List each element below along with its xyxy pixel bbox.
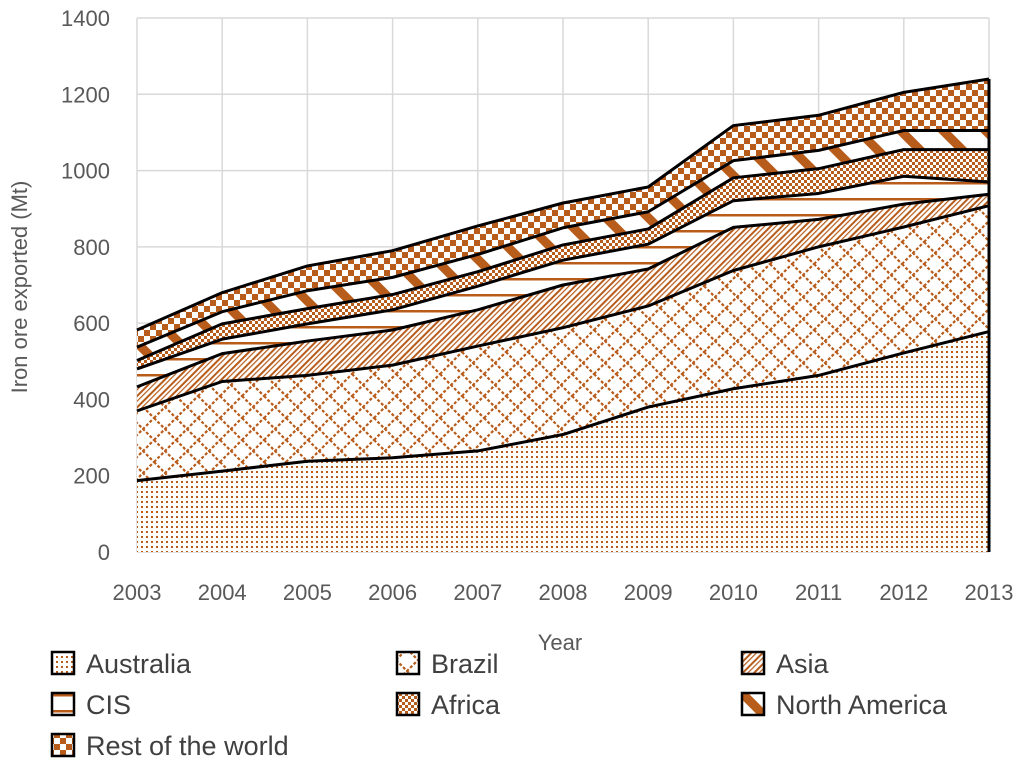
stacked-areas <box>136 77 991 552</box>
legend-swatch-brazil <box>395 650 421 676</box>
legend-swatch-north-america <box>740 691 766 717</box>
series-line-asia <box>136 192 990 389</box>
legend-label-brazil: Brazil <box>431 649 499 679</box>
series-line-brazil <box>136 204 990 413</box>
series-line-australia <box>136 330 990 483</box>
y-tick-label: 600 <box>73 311 110 336</box>
y-tick-label: 1400 <box>61 6 110 31</box>
series-line-north-america <box>136 129 989 349</box>
axes: 0 200 400 600 800 1000 1200 1400 2003 2004 2005 200… <box>61 6 1013 605</box>
y-tick-label: 400 <box>73 387 110 412</box>
area-asia <box>137 194 989 411</box>
y-axis-title: Iron ore exported (Mt) <box>7 181 32 394</box>
x-tick-label: 2005 <box>283 580 332 605</box>
y-tick-label: 1000 <box>61 159 110 184</box>
y-tick-label: 1200 <box>61 82 110 107</box>
legend-swatch-asia <box>740 650 766 676</box>
x-axis-title: Year <box>538 630 582 655</box>
x-tick-label: 2003 <box>113 580 162 605</box>
legend-label-north-america: North America <box>776 690 948 720</box>
legend-swatch-australia <box>50 650 76 676</box>
y-tick-label: 200 <box>73 464 110 489</box>
area-rest-of-the-world <box>137 79 989 348</box>
x-tick-label: 2009 <box>624 580 673 605</box>
legend-label-australia: Australia <box>86 649 192 679</box>
x-tick-label: 2007 <box>453 580 502 605</box>
legend-label-asia: Asia <box>776 649 830 679</box>
x-tick-label: 2010 <box>709 580 758 605</box>
legend-swatch-cis <box>50 691 76 717</box>
x-tick-label: 2013 <box>965 580 1014 605</box>
series-line-rest-of-the-world <box>136 77 990 332</box>
x-tick-label: 2012 <box>879 580 928 605</box>
y-tick-label: 0 <box>98 540 110 565</box>
x-tick-label: 2008 <box>539 580 588 605</box>
legend-swatch-rest-of-the-world <box>50 732 76 758</box>
x-tick-label: 2011 <box>795 580 842 605</box>
series-line-cis <box>136 174 990 371</box>
legend: Australia Brazil Asia CIS Africa North Americ… <box>50 649 948 761</box>
y-tick-label: 800 <box>73 235 110 260</box>
area-brazil <box>137 205 989 481</box>
area-australia <box>137 331 989 552</box>
legend-swatch-africa <box>395 691 421 717</box>
legend-label-cis: CIS <box>86 690 131 720</box>
series-line-africa <box>136 148 989 362</box>
legend-label-rest-of-the-world: Rest of the world <box>86 731 289 761</box>
x-tick-label: 2004 <box>198 580 247 605</box>
x-tick-label: 2006 <box>368 580 417 605</box>
legend-label-africa: Africa <box>431 690 501 720</box>
